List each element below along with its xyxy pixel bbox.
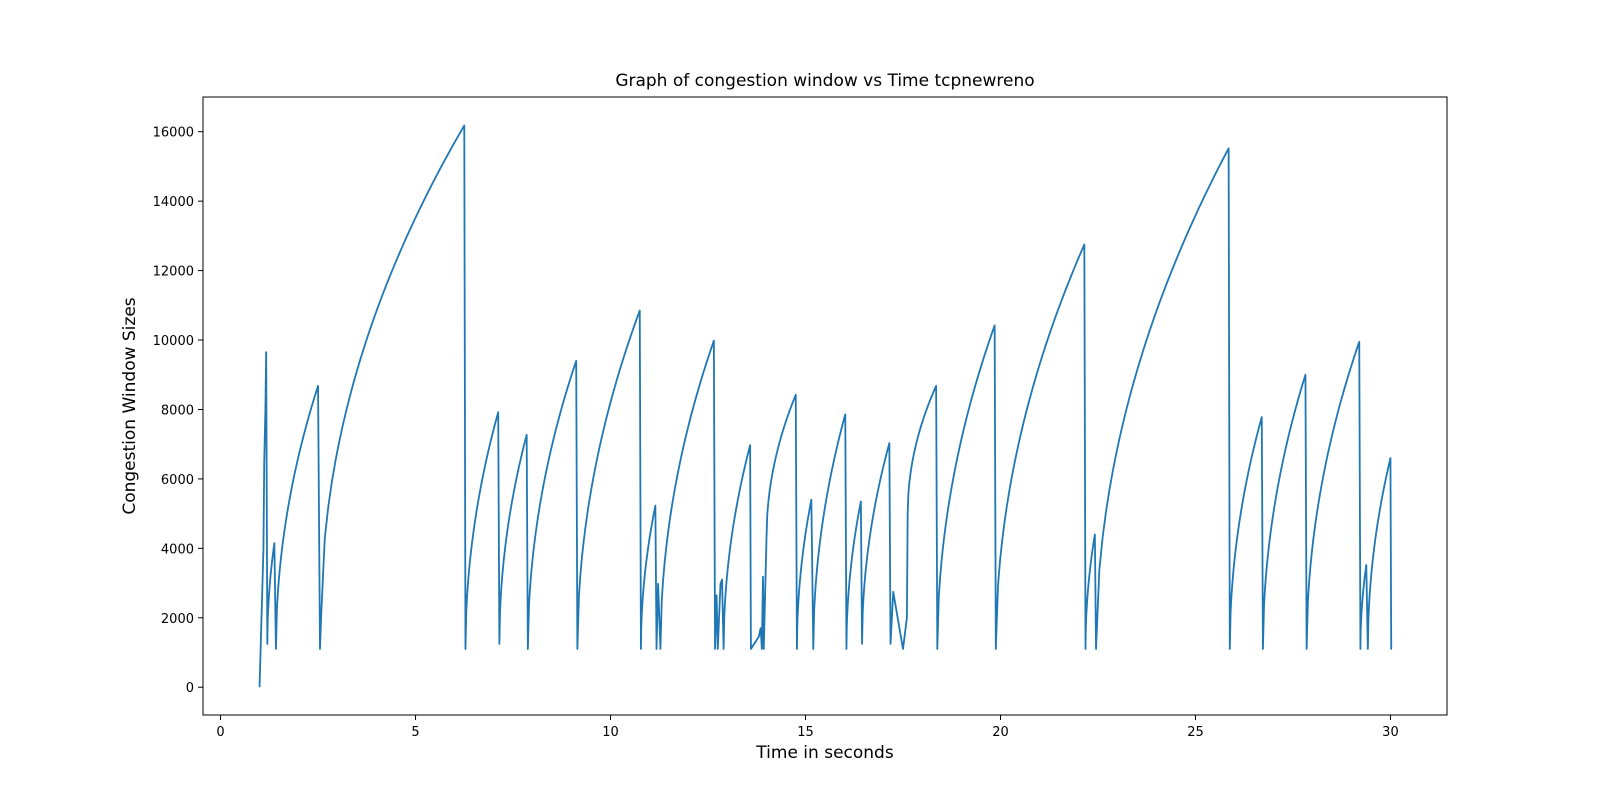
axis-ticks: 0 5 10 15 20 25 30 0 2000 4000 6000 8000 10000 12000 1…	[153, 126, 1399, 740]
y-tick-label: 4000	[161, 542, 194, 557]
y-tick-label: 12000	[153, 265, 194, 280]
x-tick-label: 10	[602, 725, 619, 740]
x-tick-label: 15	[797, 725, 814, 740]
x-tick-label: 30	[1382, 725, 1399, 740]
y-tick-label: 6000	[161, 473, 194, 488]
x-axis-label: Time in seconds	[755, 743, 894, 763]
y-tick-label: 0	[186, 681, 194, 696]
series-line	[258, 124, 1393, 688]
y-tick-label: 2000	[161, 612, 194, 627]
plot-area	[202, 96, 1448, 716]
y-tick-label: 16000	[153, 126, 194, 141]
y-tick-label: 8000	[161, 403, 194, 418]
plot-frame	[202, 96, 1448, 716]
y-axis-label: Congestion Window Sizes	[120, 297, 140, 514]
chart-title: Graph of congestion window vs Time tcpne…	[615, 71, 1034, 91]
x-tick-label: 20	[992, 725, 1009, 740]
x-tick-label: 25	[1187, 725, 1204, 740]
y-tick-label: 14000	[153, 195, 194, 210]
y-tick-label: 10000	[153, 334, 194, 349]
x-tick-label: 0	[216, 725, 224, 740]
x-tick-label: 5	[411, 725, 419, 740]
